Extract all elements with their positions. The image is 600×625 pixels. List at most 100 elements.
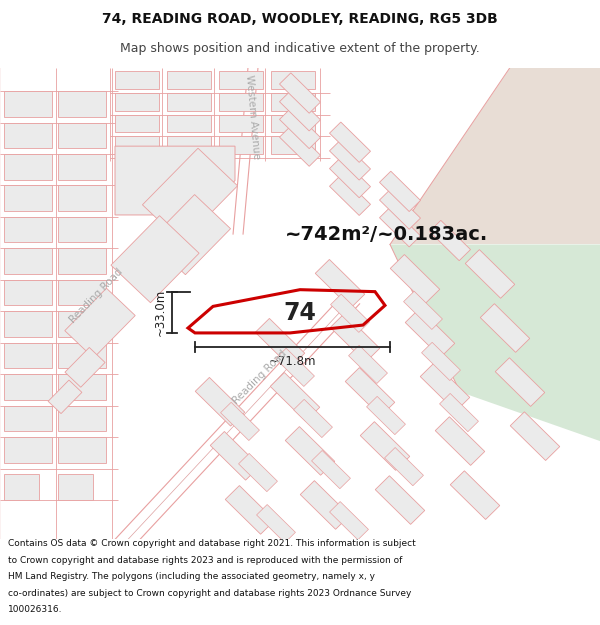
- Bar: [167, 93, 211, 111]
- Polygon shape: [275, 348, 314, 386]
- Bar: [4, 280, 52, 306]
- Bar: [4, 217, 52, 242]
- Polygon shape: [349, 345, 388, 384]
- Text: 74: 74: [284, 301, 316, 325]
- Bar: [58, 122, 106, 148]
- Bar: [58, 474, 93, 500]
- Bar: [58, 374, 106, 400]
- Polygon shape: [390, 254, 440, 303]
- Polygon shape: [115, 146, 235, 215]
- Text: 74, READING ROAD, WOODLEY, READING, RG5 3DB: 74, READING ROAD, WOODLEY, READING, RG5 …: [102, 12, 498, 26]
- Polygon shape: [420, 362, 470, 411]
- Bar: [58, 217, 106, 242]
- Text: 100026316.: 100026316.: [8, 605, 62, 614]
- Polygon shape: [510, 412, 560, 461]
- Bar: [271, 136, 315, 154]
- Polygon shape: [280, 126, 320, 166]
- Polygon shape: [404, 291, 442, 329]
- Bar: [219, 115, 263, 132]
- Polygon shape: [375, 476, 425, 524]
- Polygon shape: [329, 158, 371, 198]
- Bar: [58, 91, 106, 117]
- Bar: [4, 311, 52, 337]
- Bar: [58, 311, 106, 337]
- Polygon shape: [225, 486, 275, 534]
- Text: co-ordinates) are subject to Crown copyright and database rights 2023 Ordnance S: co-ordinates) are subject to Crown copyr…: [8, 589, 411, 598]
- Bar: [58, 342, 106, 368]
- Bar: [4, 154, 52, 179]
- Polygon shape: [65, 288, 135, 358]
- Polygon shape: [270, 372, 320, 421]
- Polygon shape: [195, 378, 245, 426]
- Bar: [115, 115, 159, 132]
- Bar: [4, 342, 52, 368]
- Text: to Crown copyright and database rights 2023 and is reproduced with the permissio: to Crown copyright and database rights 2…: [8, 556, 402, 565]
- Bar: [115, 93, 159, 111]
- Bar: [115, 136, 159, 154]
- Bar: [58, 248, 106, 274]
- Polygon shape: [480, 304, 530, 352]
- Bar: [58, 154, 106, 179]
- Polygon shape: [385, 448, 424, 486]
- Bar: [58, 437, 106, 462]
- Polygon shape: [65, 348, 105, 388]
- Text: Reading Road: Reading Road: [68, 266, 125, 325]
- Text: Reading Road: Reading Road: [231, 348, 289, 406]
- Polygon shape: [390, 244, 600, 441]
- Text: Contains OS data © Crown copyright and database right 2021. This information is : Contains OS data © Crown copyright and d…: [8, 539, 416, 548]
- Bar: [4, 248, 52, 274]
- Polygon shape: [430, 221, 470, 261]
- Polygon shape: [465, 249, 515, 298]
- Polygon shape: [360, 422, 410, 471]
- Polygon shape: [405, 309, 455, 358]
- Bar: [4, 406, 52, 431]
- Bar: [58, 186, 106, 211]
- Bar: [167, 71, 211, 89]
- Polygon shape: [210, 431, 260, 480]
- Bar: [271, 115, 315, 132]
- Polygon shape: [280, 91, 320, 131]
- Polygon shape: [149, 194, 230, 274]
- Polygon shape: [329, 175, 371, 216]
- Polygon shape: [379, 207, 421, 247]
- Bar: [271, 93, 315, 111]
- Polygon shape: [48, 380, 82, 414]
- Polygon shape: [329, 122, 371, 162]
- Polygon shape: [239, 453, 277, 492]
- Polygon shape: [379, 189, 421, 229]
- Bar: [219, 71, 263, 89]
- Polygon shape: [390, 68, 600, 244]
- Bar: [4, 91, 52, 117]
- Bar: [4, 122, 52, 148]
- Polygon shape: [440, 394, 478, 432]
- Bar: [219, 93, 263, 111]
- Polygon shape: [379, 171, 421, 211]
- Text: ~71.8m: ~71.8m: [269, 354, 316, 367]
- Bar: [167, 136, 211, 154]
- Polygon shape: [142, 148, 238, 242]
- Polygon shape: [257, 504, 295, 542]
- Bar: [58, 406, 106, 431]
- Polygon shape: [221, 402, 259, 441]
- Bar: [167, 115, 211, 132]
- Polygon shape: [280, 108, 320, 149]
- Polygon shape: [329, 502, 368, 540]
- Bar: [219, 136, 263, 154]
- Text: ~742m²/~0.183ac.: ~742m²/~0.183ac.: [285, 225, 488, 244]
- Bar: [4, 474, 39, 500]
- Polygon shape: [293, 399, 332, 437]
- Bar: [4, 374, 52, 400]
- Polygon shape: [111, 216, 199, 302]
- Polygon shape: [311, 451, 350, 489]
- Polygon shape: [331, 294, 370, 333]
- Bar: [115, 71, 159, 89]
- Text: HM Land Registry. The polygons (including the associated geometry, namely x, y: HM Land Registry. The polygons (includin…: [8, 572, 375, 581]
- Text: Map shows position and indicative extent of the property.: Map shows position and indicative extent…: [120, 42, 480, 55]
- Polygon shape: [435, 417, 485, 466]
- Text: Western Avenue: Western Avenue: [244, 74, 262, 159]
- Polygon shape: [255, 318, 305, 367]
- Polygon shape: [300, 481, 350, 529]
- Bar: [271, 71, 315, 89]
- Bar: [4, 186, 52, 211]
- Polygon shape: [345, 368, 395, 416]
